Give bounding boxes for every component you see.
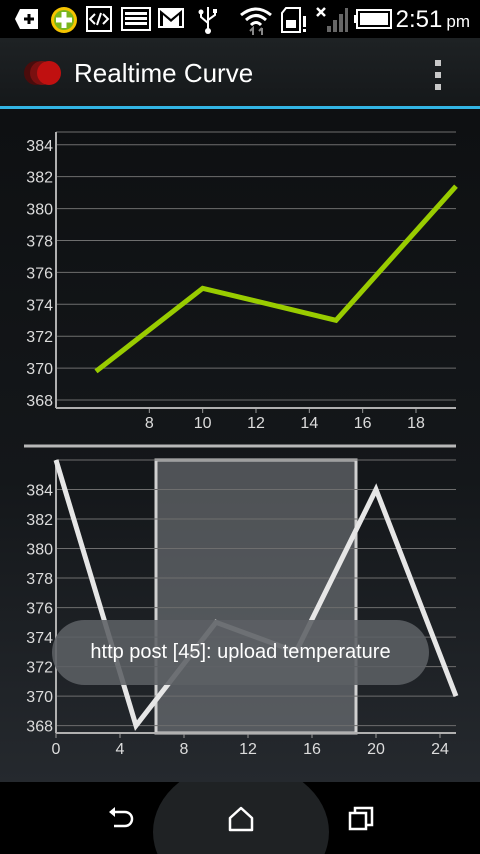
x-tick-label: 8 [180,741,189,758]
y-tick-label: 368 [26,719,53,736]
clock-time: 2:51 [395,6,443,33]
overflow-menu-icon[interactable] [428,58,448,92]
image-icon [121,7,151,31]
top-chart: 368 370 372 374 376 378 380 382 384 8 10 12 14 16 18 [26,131,458,432]
clock-ampm: pm [446,12,470,31]
x-tick-label: 14 [300,415,318,432]
y-tick-label: 382 [26,170,53,187]
gmail-icon [158,8,184,28]
plus-circle-icon [51,7,77,33]
no-signal-icon [316,7,348,32]
y-tick-label: 378 [26,571,53,588]
recent-apps-icon[interactable] [346,804,376,834]
x-tick-label: 18 [407,415,425,432]
x-tick-label: 8 [145,415,154,432]
add-box-icon [15,9,38,29]
y-tick-label: 378 [26,233,53,250]
x-tick-label: 12 [247,415,265,432]
navigation-bar [0,782,480,854]
x-tick-label: 16 [354,415,372,432]
y-tick-label: 380 [26,202,53,219]
y-tick-label: 372 [26,660,53,677]
x-tick-label: 24 [431,741,449,758]
battery-icon [354,9,392,29]
record-icon[interactable] [22,58,66,88]
code-icon [86,6,112,32]
sd-card-alert-icon [281,7,306,33]
toast-message: http post [45]: upload temperature [52,620,429,685]
y-tick-label: 372 [26,329,53,346]
y-tick-label: 374 [26,630,53,647]
nav-glow [153,782,329,854]
bottom-chart[interactable]: 368 370 372 374 376 378 380 382 384 0 4 8 12 16 20 24 [26,458,459,758]
y-tick-label: 384 [26,138,53,155]
y-tick-label: 380 [26,542,53,559]
x-tick-label: 4 [116,741,125,758]
x-tick-label: 10 [194,415,212,432]
y-tick-label: 376 [26,265,53,282]
y-tick-label: 384 [26,483,53,500]
y-tick-label: 374 [26,297,53,314]
toast-text: http post [45]: upload temperature [90,641,391,663]
y-tick-label: 370 [26,689,53,706]
app-title: Realtime Curve [74,58,254,88]
x-tick-label: 0 [52,741,61,758]
clock: 2:51 pm [396,6,470,34]
y-tick-label: 368 [26,393,53,410]
series-line [94,184,458,374]
x-tick-label: 20 [367,741,385,758]
status-bar: 2:51 pm [0,0,480,38]
y-tick-label: 382 [26,512,53,529]
y-tick-label: 370 [26,361,53,378]
home-icon[interactable] [226,804,256,834]
x-tick-label: 12 [239,741,257,758]
back-icon[interactable] [106,804,136,834]
wifi-icon [240,7,272,35]
action-bar: Realtime Curve [0,38,480,109]
x-tick-label: 16 [303,741,321,758]
usb-icon [198,7,217,34]
y-tick-label: 376 [26,601,53,618]
